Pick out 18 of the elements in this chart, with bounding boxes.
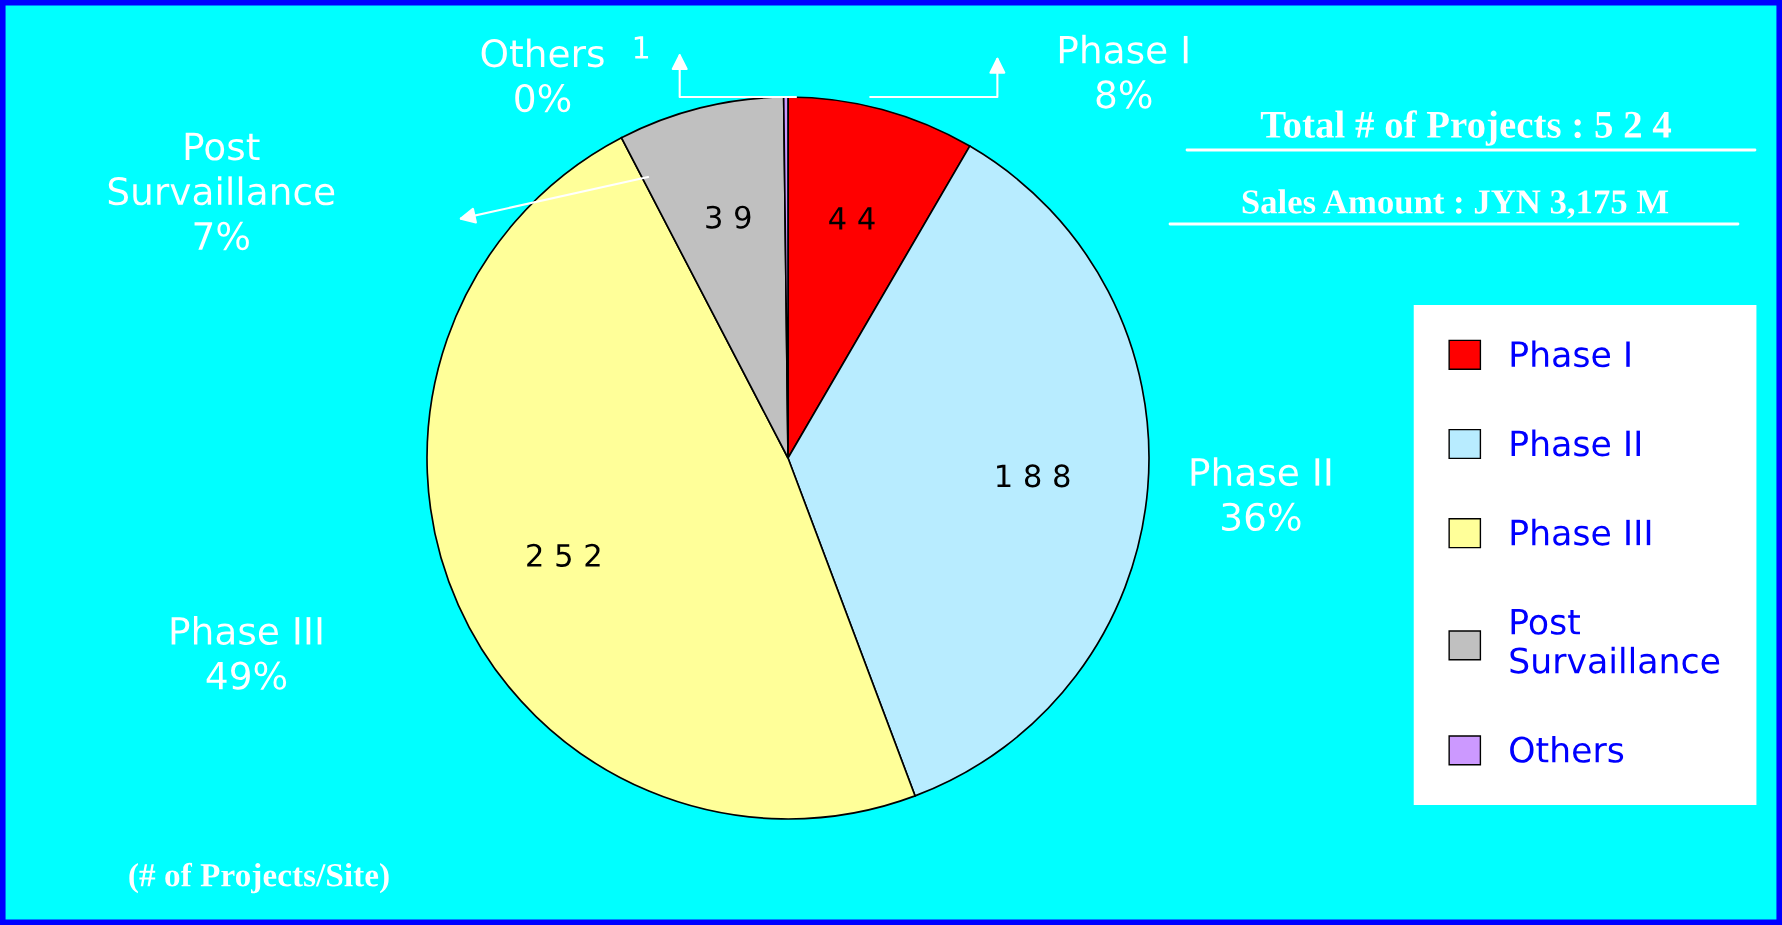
text: Total # of Projects : 5 2 4 xyxy=(1260,110,1672,146)
data-label: 2 5 2 xyxy=(527,543,600,567)
text: Phase II 36% xyxy=(1191,457,1331,532)
text: Phase III 49% xyxy=(171,615,322,690)
text: Phase I 8% xyxy=(1059,34,1188,109)
data-label: 1 8 8 xyxy=(997,464,1070,488)
legend-label: Phase III xyxy=(1511,518,1651,546)
legend-label: Phase I xyxy=(1511,340,1630,368)
text: (# of Projects/Site) xyxy=(129,862,389,894)
data-label: 1 xyxy=(634,36,649,59)
text: Post Survaillance 7% xyxy=(108,132,335,251)
legend-label: Others xyxy=(1510,735,1624,763)
data-label: 3 9 xyxy=(706,205,751,229)
legend-label: Post Survaillance xyxy=(1510,608,1720,674)
data-label: 4 4 xyxy=(829,207,875,230)
text: Others 0% xyxy=(481,38,604,113)
legend-label: Phase II xyxy=(1511,429,1640,457)
text: Sales Amount : JYN 3,175 M xyxy=(1242,189,1669,219)
